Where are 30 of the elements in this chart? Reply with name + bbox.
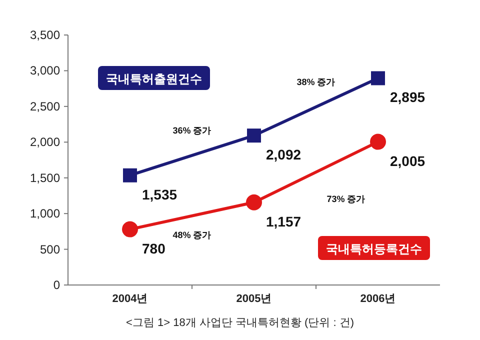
point [123, 168, 137, 182]
text: 2,895 [390, 89, 426, 106]
annotation: 73% 증가 [326, 194, 366, 204]
text: 국내특허출원건수 [106, 72, 202, 86]
annotation: 48% 증가 [172, 230, 212, 240]
y-tick-label: 0 [53, 278, 60, 292]
y-tick-label: 3,500 [30, 28, 60, 42]
x-tick-label: 2004년 [112, 293, 148, 305]
y-tick-label: 500 [40, 242, 60, 256]
text: 2,092 [266, 146, 302, 163]
annotation: 36% 증가 [172, 125, 212, 136]
x-tick-label: 2006년 [360, 293, 396, 305]
y-tick-label: 1,500 [30, 170, 60, 185]
text: 2,005 [390, 152, 426, 169]
text: 국내특허등록건수 [326, 242, 422, 256]
y-tick-label: 2,500 [30, 99, 60, 114]
annotation: 38% 증가 [296, 76, 336, 87]
point [246, 194, 262, 210]
y-tick-label: 1,000 [30, 206, 60, 221]
text: 780 [142, 240, 166, 256]
point [247, 128, 261, 143]
x-tick-label: 2005년 [236, 293, 272, 305]
text: 1,535 [142, 186, 178, 202]
point [370, 134, 386, 150]
point [122, 221, 138, 238]
y-tick-label: 2,000 [30, 135, 60, 150]
y-tick-label: 3,000 [30, 64, 60, 78]
point [371, 71, 385, 86]
text: 1,157 [266, 213, 302, 230]
text: <그림 1> 18개 사업단 국내특허현황 (단위 : 건) [126, 317, 354, 329]
